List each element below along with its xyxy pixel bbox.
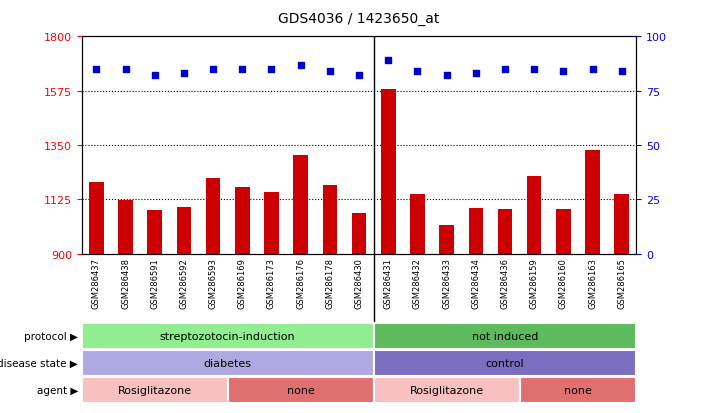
Point — [266, 66, 277, 73]
Text: GSM286160: GSM286160 — [559, 257, 568, 308]
Point — [557, 69, 569, 75]
Point — [616, 69, 627, 75]
Bar — [147, 211, 162, 254]
Point — [237, 66, 248, 73]
Point — [470, 71, 481, 77]
Bar — [614, 195, 629, 254]
Bar — [374, 350, 636, 376]
Point — [383, 58, 394, 64]
Point — [324, 69, 336, 75]
Bar — [352, 213, 366, 254]
Text: Rosiglitazone: Rosiglitazone — [410, 385, 483, 395]
Bar — [294, 155, 308, 254]
Text: GSM286432: GSM286432 — [413, 257, 422, 308]
Text: protocol ▶: protocol ▶ — [24, 331, 78, 341]
Bar — [323, 185, 337, 254]
Bar — [374, 323, 636, 349]
Text: GSM286165: GSM286165 — [617, 257, 626, 308]
Point — [353, 73, 365, 79]
Text: GDS4036 / 1423650_at: GDS4036 / 1423650_at — [279, 12, 439, 26]
Point — [587, 66, 598, 73]
Text: disease state ▶: disease state ▶ — [0, 358, 78, 368]
Point — [295, 62, 306, 69]
Text: GSM286169: GSM286169 — [237, 257, 247, 308]
Text: GSM286437: GSM286437 — [92, 257, 101, 308]
Text: GSM286430: GSM286430 — [355, 257, 363, 308]
Bar — [205, 178, 220, 254]
Bar — [264, 192, 279, 254]
Text: GSM286178: GSM286178 — [326, 257, 334, 308]
Bar — [498, 209, 513, 254]
Bar — [410, 195, 424, 254]
Text: diabetes: diabetes — [204, 358, 252, 368]
Text: streptozotocin-induction: streptozotocin-induction — [160, 331, 296, 341]
Point — [120, 66, 132, 73]
Bar — [176, 207, 191, 254]
Bar — [527, 177, 542, 254]
Point — [91, 66, 102, 73]
Bar — [118, 201, 133, 254]
Bar — [89, 183, 104, 254]
Text: none: none — [287, 385, 314, 395]
Bar — [374, 377, 520, 403]
Text: GSM286591: GSM286591 — [150, 257, 159, 308]
Bar — [82, 323, 374, 349]
Text: agent ▶: agent ▶ — [37, 385, 78, 395]
Point — [208, 66, 219, 73]
Bar — [520, 377, 636, 403]
Bar — [381, 90, 395, 254]
Point — [412, 69, 423, 75]
Bar — [82, 350, 374, 376]
Bar — [82, 377, 228, 403]
Point — [441, 73, 452, 79]
Point — [178, 71, 190, 77]
Text: GSM286436: GSM286436 — [501, 257, 510, 308]
Text: GSM286593: GSM286593 — [208, 257, 218, 308]
Bar — [585, 150, 600, 254]
Text: GSM286433: GSM286433 — [442, 257, 451, 308]
Text: GSM286438: GSM286438 — [121, 257, 130, 308]
Text: not induced: not induced — [472, 331, 538, 341]
Text: GSM286163: GSM286163 — [588, 257, 597, 308]
Bar — [556, 209, 571, 254]
Text: none: none — [564, 385, 592, 395]
Text: GSM286431: GSM286431 — [384, 257, 392, 308]
Bar — [469, 208, 483, 254]
Text: GSM286434: GSM286434 — [471, 257, 481, 308]
Bar — [228, 377, 374, 403]
Point — [499, 66, 510, 73]
Point — [149, 73, 161, 79]
Text: Rosiglitazone: Rosiglitazone — [118, 385, 192, 395]
Text: control: control — [486, 358, 524, 368]
Bar — [235, 188, 250, 254]
Text: GSM286159: GSM286159 — [530, 257, 539, 308]
Text: GSM286176: GSM286176 — [296, 257, 305, 308]
Bar — [439, 225, 454, 254]
Text: GSM286173: GSM286173 — [267, 257, 276, 308]
Text: GSM286592: GSM286592 — [179, 257, 188, 308]
Point — [528, 66, 540, 73]
